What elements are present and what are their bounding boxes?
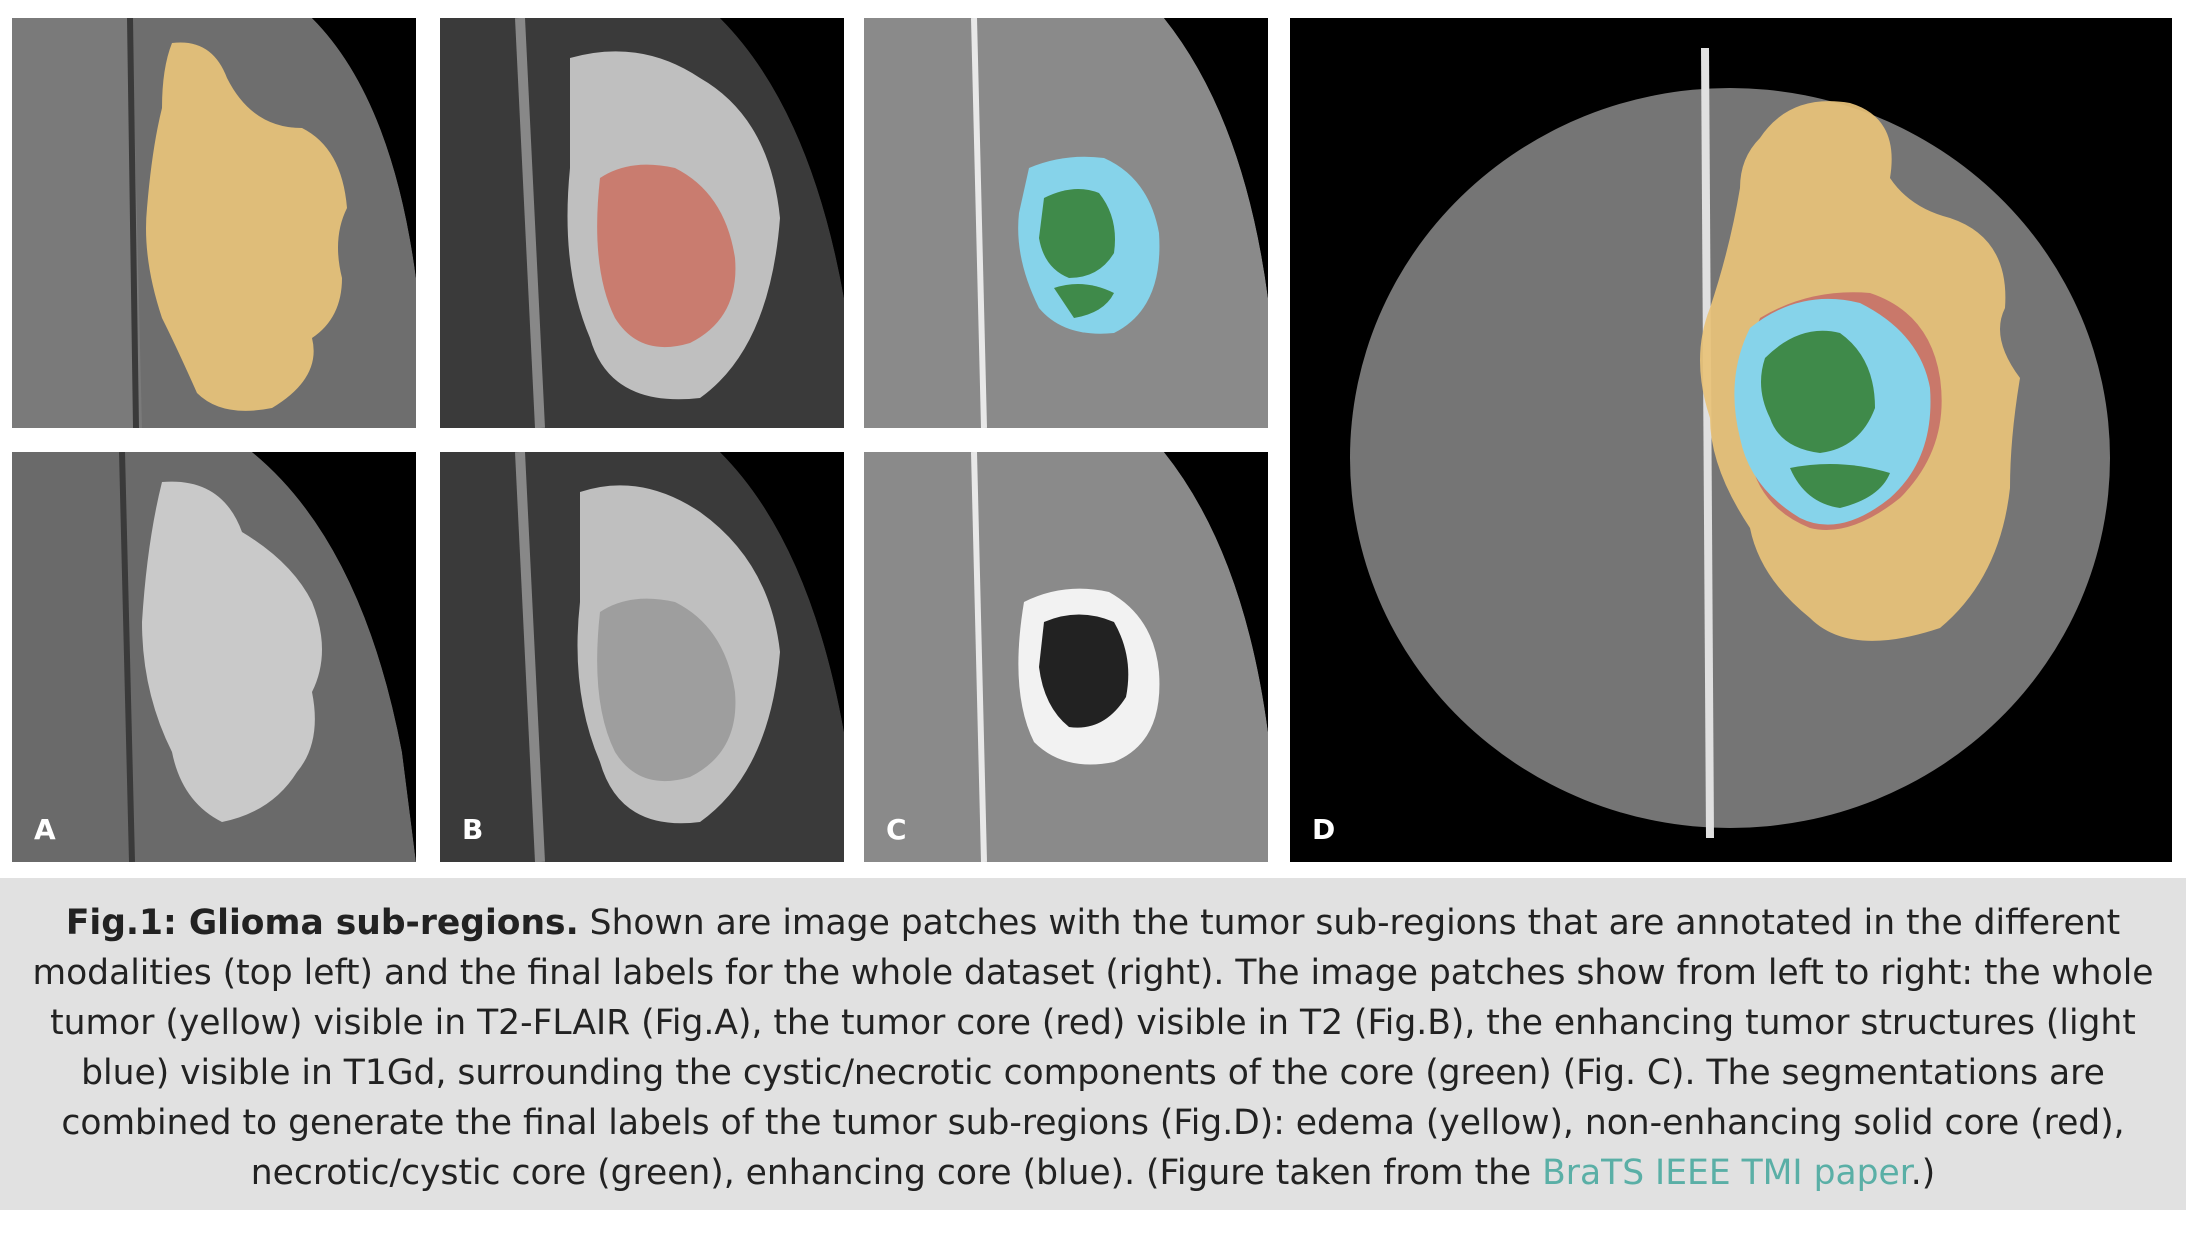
flair-image-with-whole-tumor-overlay [12,18,416,428]
caption-paper-link[interactable]: BraTS IEEE TMI paper [1542,1153,1911,1193]
panel-b-top [440,18,844,428]
panel-b: B [440,452,844,862]
t1gd-image-with-enhancing-overlay [864,18,1268,428]
flair-image [12,452,416,862]
t2-image-with-tumor-core-overlay [440,18,844,428]
panel-c: C [864,452,1268,862]
final-segmentation-image [1290,18,2172,862]
panel-a-top [12,18,416,428]
t2-image [440,452,844,862]
panel-label-b: B [462,813,483,846]
necrotic-core-overlay [1039,189,1115,278]
panel-a: A [12,452,416,862]
panel-label-d: D [1312,813,1335,846]
panel-c-top [864,18,1268,428]
panel-label-a: A [34,813,56,846]
caption-end: .) [1911,1153,1935,1193]
t1gd-image [864,452,1268,862]
figure-caption: Fig.1: Glioma sub-regions. Shown are ima… [0,878,2186,1210]
panel-label-c: C [886,813,907,846]
caption-title: Fig.1: Glioma sub-regions. [66,903,579,943]
panel-d: D [1290,18,2172,862]
caption-text: Shown are image patches with the tumor s… [32,903,2153,1193]
